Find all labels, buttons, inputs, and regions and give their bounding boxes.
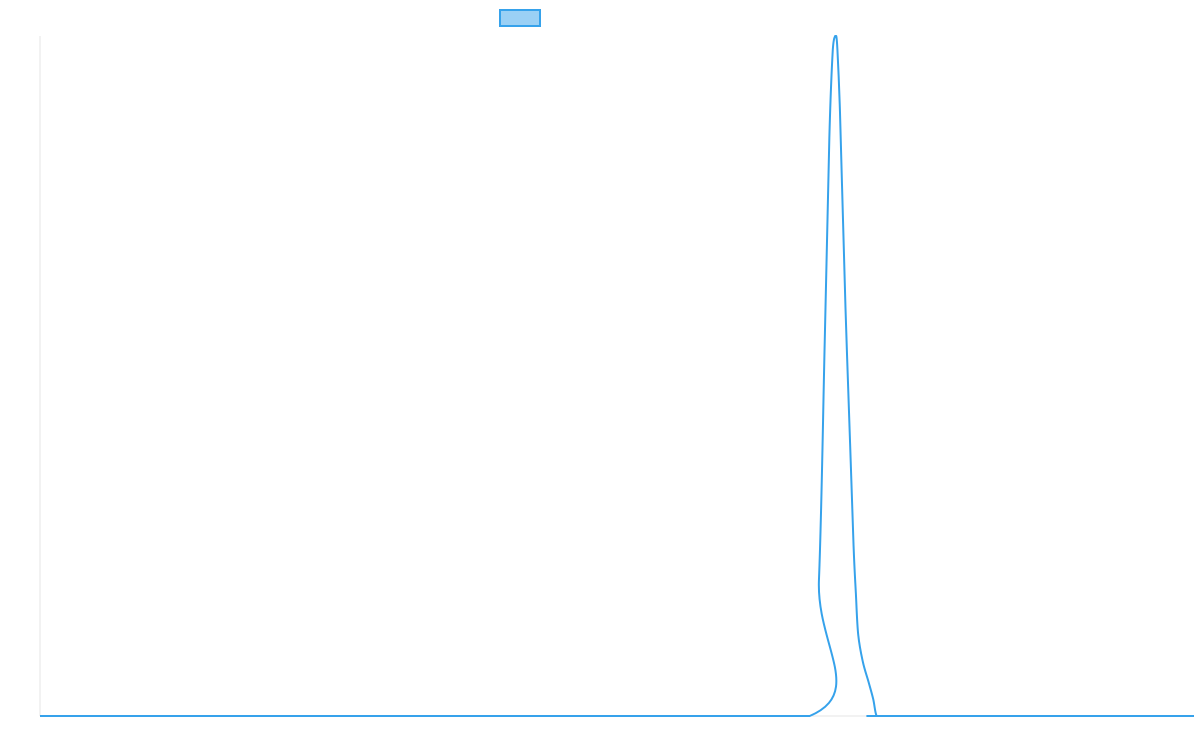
legend[interactable] [499, 9, 541, 27]
legend-swatch[interactable] [499, 9, 541, 27]
axes [39, 36, 1194, 717]
series-layer [40, 35, 1194, 718]
series-line-0[interactable] [40, 35, 1194, 718]
